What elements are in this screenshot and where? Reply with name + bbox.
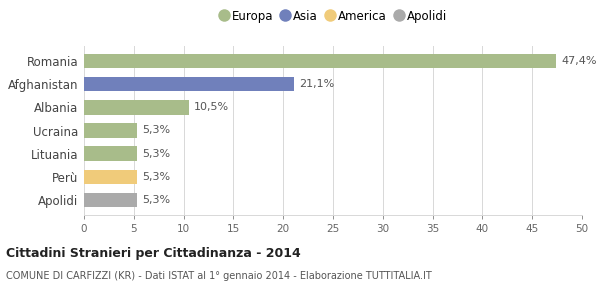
Text: 21,1%: 21,1%: [299, 79, 334, 89]
Text: 5,3%: 5,3%: [142, 148, 170, 159]
Bar: [84, 54, 556, 68]
Legend: Europa, Asia, America, Apolidi: Europa, Asia, America, Apolidi: [214, 5, 452, 28]
Bar: [84, 123, 137, 138]
Bar: [84, 77, 294, 91]
Bar: [84, 170, 137, 184]
Text: 47,4%: 47,4%: [561, 56, 596, 66]
Bar: [84, 100, 188, 115]
Bar: [84, 193, 137, 207]
Text: 5,3%: 5,3%: [142, 195, 170, 205]
Text: COMUNE DI CARFIZZI (KR) - Dati ISTAT al 1° gennaio 2014 - Elaborazione TUTTITALI: COMUNE DI CARFIZZI (KR) - Dati ISTAT al …: [6, 271, 432, 281]
Text: 10,5%: 10,5%: [194, 102, 229, 113]
Text: Cittadini Stranieri per Cittadinanza - 2014: Cittadini Stranieri per Cittadinanza - 2…: [6, 247, 301, 260]
Text: 5,3%: 5,3%: [142, 172, 170, 182]
Bar: [84, 146, 137, 161]
Text: 5,3%: 5,3%: [142, 126, 170, 135]
